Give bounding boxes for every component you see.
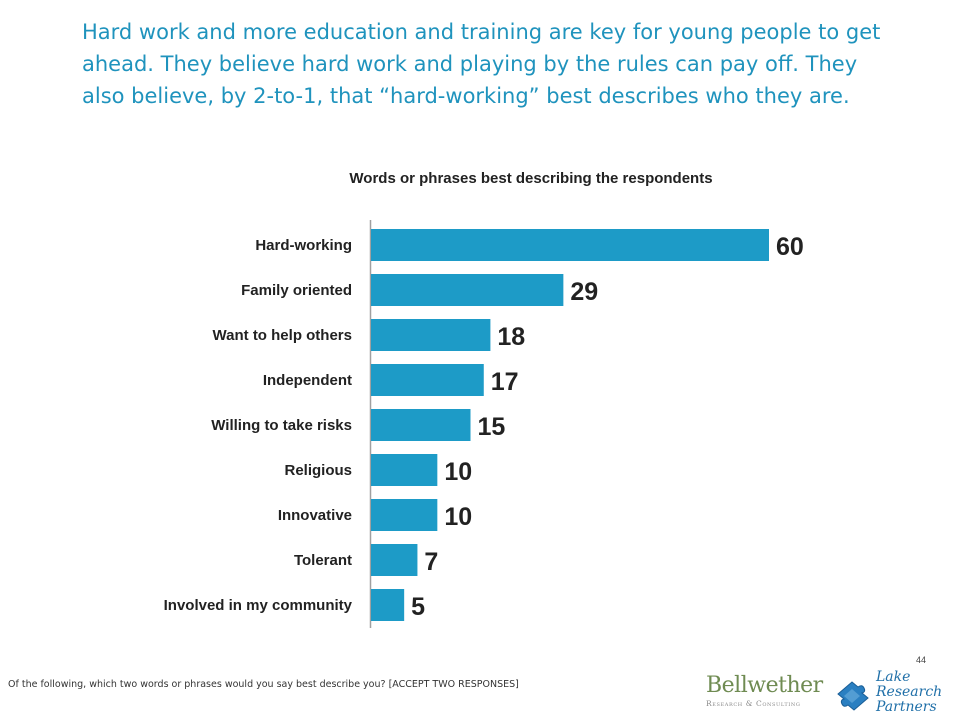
lake-logo-line1: Lake	[876, 669, 911, 685]
category-label: Want to help others	[213, 327, 352, 344]
value-label: 17	[491, 368, 519, 396]
lake-logo-line3: Partners	[876, 699, 937, 715]
value-label: 29	[570, 278, 598, 306]
puzzle-piece-icon	[837, 681, 869, 711]
bellwether-logo-subtitle: Research & Consulting	[706, 699, 801, 708]
value-label: 7	[424, 548, 438, 576]
value-label: 5	[411, 593, 425, 621]
category-label: Innovative	[278, 507, 352, 524]
bar	[371, 229, 769, 261]
lake-logo-line2: Research	[876, 684, 943, 700]
category-label: Family oriented	[241, 282, 352, 299]
category-label: Tolerant	[294, 552, 352, 569]
value-label: 60	[776, 233, 804, 261]
lake-research-logo: Lake Research Partners	[832, 670, 956, 718]
bar	[371, 589, 405, 621]
bar	[371, 364, 484, 396]
bar	[371, 409, 471, 441]
bar	[371, 319, 491, 351]
headline: Hard work and more education and trainin…	[82, 20, 881, 108]
value-label: 10	[444, 458, 472, 486]
category-label: Independent	[263, 372, 352, 389]
value-label: 18	[497, 323, 525, 351]
chart-title: Words or phrases best describing the res…	[349, 170, 712, 187]
category-label: Involved in my community	[164, 597, 353, 614]
value-label: 15	[478, 413, 506, 441]
category-label: Willing to take risks	[211, 417, 352, 434]
bellwether-logo-name: Bellwether	[706, 673, 823, 698]
bar	[371, 454, 438, 486]
page-number: 44	[916, 655, 927, 665]
category-label: Religious	[284, 462, 352, 479]
bar	[371, 544, 418, 576]
bar	[371, 499, 438, 531]
bellwether-logo: Bellwether Research & Consulting	[706, 673, 823, 714]
question-footnote: Of the following, which two words or phr…	[8, 679, 519, 690]
lake-logo-text: Lake Research Partners	[876, 670, 942, 715]
value-label: 10	[444, 503, 472, 531]
category-label: Hard-working	[255, 237, 352, 254]
bars-group: Hard-working 60 Family oriented 29 Want to h…	[164, 229, 804, 621]
bar	[371, 274, 564, 306]
